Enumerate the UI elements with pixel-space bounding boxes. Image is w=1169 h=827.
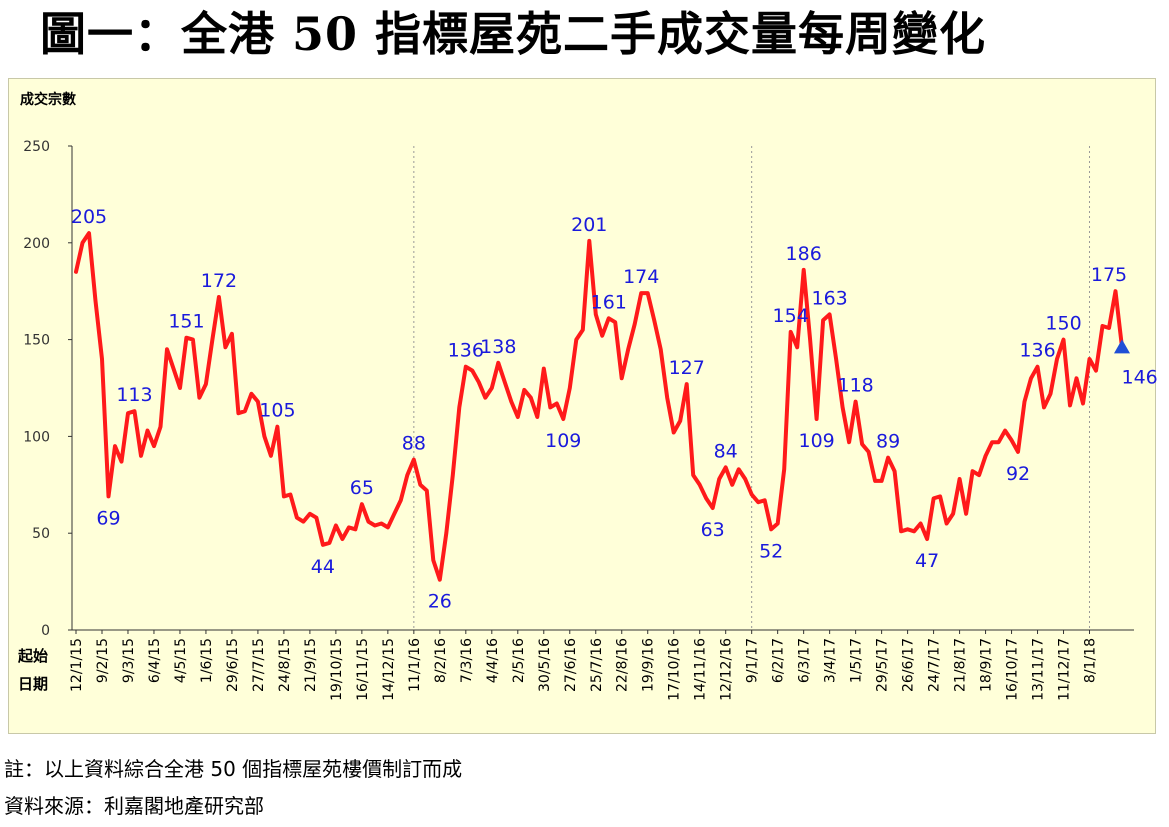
x-tick-label: 22/8/16 xyxy=(615,638,631,692)
x-tick-label: 30/5/16 xyxy=(537,638,553,692)
data-label: 105 xyxy=(259,400,295,422)
data-label: 136 xyxy=(448,340,484,362)
x-tick-label: 6/2/17 xyxy=(771,638,787,683)
x-tick-label: 25/7/16 xyxy=(589,638,605,692)
data-label: 84 xyxy=(714,440,738,462)
data-label: 118 xyxy=(837,375,873,397)
axes xyxy=(68,145,1134,634)
x-tick-label: 18/9/17 xyxy=(979,638,995,692)
x-tick-label: 3/4/17 xyxy=(823,638,839,683)
x-tick-label: 14/11/16 xyxy=(693,638,709,701)
x-tick-label: 19/9/16 xyxy=(641,638,657,692)
y-axis-title: 成交宗數 xyxy=(20,91,76,108)
data-label: 65 xyxy=(350,477,374,499)
last-point-marker xyxy=(1114,339,1130,354)
data-label: 113 xyxy=(116,384,152,406)
data-label: 109 xyxy=(799,430,835,452)
x-tick-label: 11/12/17 xyxy=(1057,638,1073,701)
x-tick-label: 9/1/17 xyxy=(745,638,761,683)
x-tick-label: 24/8/15 xyxy=(277,638,293,692)
x-tick-label: 19/10/15 xyxy=(329,638,345,701)
data-label: 88 xyxy=(402,433,426,455)
footnote: 註：以上資料綜合全港 50 個指標屋苑樓價制訂而成 xyxy=(4,757,463,781)
x-tick-label: 1/6/15 xyxy=(199,638,215,683)
y-tick-label: 100 xyxy=(23,429,50,445)
series-line xyxy=(74,231,1124,582)
x-tick-label: 4/5/15 xyxy=(173,638,189,683)
x-tick-label: 8/2/16 xyxy=(433,638,449,683)
x-tick-label: 2/5/16 xyxy=(511,638,527,683)
y-tick-label: 200 xyxy=(23,236,50,252)
x-tick-label: 8/1/18 xyxy=(1083,638,1099,683)
source-note: 資料來源：利嘉閣地產研究部 xyxy=(4,794,264,818)
x-axis-title-line1: 起始 xyxy=(17,647,48,665)
y-tick-label: 50 xyxy=(32,526,50,542)
data-label: 205 xyxy=(71,206,107,228)
data-label: 52 xyxy=(759,540,783,562)
data-label: 109 xyxy=(545,430,581,452)
data-label: 201 xyxy=(571,214,607,236)
data-label: 69 xyxy=(96,507,120,529)
x-tick-label: 12/12/16 xyxy=(719,638,735,701)
chart-area xyxy=(8,78,1156,734)
x-tick-label: 17/10/16 xyxy=(667,638,683,701)
data-label: 186 xyxy=(786,243,822,265)
y-tick-label: 150 xyxy=(23,333,50,349)
data-label: 151 xyxy=(168,311,204,333)
y-tick-label: 0 xyxy=(41,623,50,639)
data-label: 47 xyxy=(915,550,939,572)
x-tick-label: 26/6/17 xyxy=(901,638,917,692)
data-label: 163 xyxy=(812,287,848,309)
data-label: 63 xyxy=(701,519,725,541)
tick-labels: 0 50 100 150 200 250 12/1/15 9/2/15 9/3/15 6/4/15… xyxy=(23,139,1098,701)
x-tick-label: 6/3/17 xyxy=(797,638,813,683)
x-tick-label: 27/7/15 xyxy=(251,638,267,692)
data-label: 92 xyxy=(1006,463,1030,485)
x-axis-title-line2: 日期 xyxy=(18,675,48,693)
data-label: 154 xyxy=(773,305,809,327)
x-tick-label: 16/11/15 xyxy=(355,638,371,701)
data-label: 175 xyxy=(1091,264,1127,286)
x-tick-label: 27/6/16 xyxy=(563,638,579,692)
data-label: 127 xyxy=(669,357,705,379)
data-label: 89 xyxy=(876,431,900,453)
grid xyxy=(413,146,1091,630)
x-tick-label: 21/8/17 xyxy=(953,638,969,692)
data-labels: 2056911315117210544658826136138109201161… xyxy=(71,206,1158,613)
x-tick-label: 12/1/15 xyxy=(69,638,85,692)
data-label: 161 xyxy=(591,291,627,313)
data-label: 150 xyxy=(1045,313,1081,335)
data-label: 26 xyxy=(428,591,452,613)
x-tick-label: 24/7/17 xyxy=(927,638,943,692)
x-tick-label: 9/2/15 xyxy=(95,638,111,683)
markers xyxy=(1114,339,1130,354)
data-label: 172 xyxy=(201,270,237,292)
x-tick-label: 13/11/17 xyxy=(1031,638,1047,701)
x-tick-label: 14/12/15 xyxy=(381,638,397,701)
x-tick-label: 4/4/16 xyxy=(485,638,501,683)
x-tick-label: 9/3/15 xyxy=(121,638,137,683)
y-tick-label: 250 xyxy=(23,139,50,155)
data-label: 44 xyxy=(311,556,335,578)
x-tick-label: 29/6/15 xyxy=(225,638,241,692)
x-tick-label: 6/4/15 xyxy=(147,638,163,683)
data-label: 136 xyxy=(1019,340,1055,362)
x-tick-label: 7/3/16 xyxy=(459,638,475,683)
chart-title: 圖一：全港 50 指標屋苑二手成交量每周變化 xyxy=(40,7,987,61)
x-tick-label: 16/10/17 xyxy=(1005,638,1021,701)
data-label: 146 xyxy=(1122,366,1158,388)
x-tick-label: 1/5/17 xyxy=(849,638,865,683)
x-tick-label: 21/9/15 xyxy=(303,638,319,692)
x-tick-label: 29/5/17 xyxy=(875,638,891,692)
data-label: 174 xyxy=(623,266,659,288)
data-label: 138 xyxy=(480,336,516,358)
x-tick-label: 11/1/16 xyxy=(407,638,423,692)
